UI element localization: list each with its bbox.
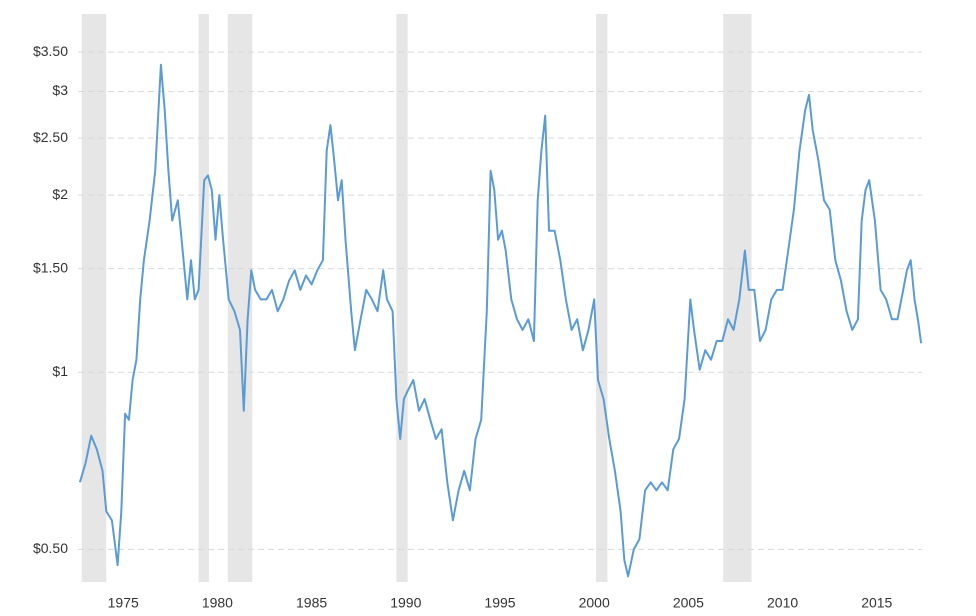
x-tick-label: 1990: [390, 595, 421, 611]
x-tick-label: 1985: [296, 595, 327, 611]
recession-band: [227, 14, 253, 582]
x-tick-label: 1995: [484, 595, 515, 611]
recession-band: [396, 14, 408, 582]
x-tick-label: 1980: [202, 595, 233, 611]
x-tick-label: 2000: [579, 595, 610, 611]
y-tick-label: $1: [52, 363, 68, 379]
recession-band: [198, 14, 209, 582]
y-tick-label: $0.50: [33, 540, 68, 556]
price-line: [78, 63, 923, 578]
x-tick-label: 1975: [108, 595, 139, 611]
y-tick-label: $1.50: [33, 259, 68, 275]
x-tick-label: 2010: [767, 595, 798, 611]
recession-band: [723, 14, 752, 582]
x-tick-label: 2005: [673, 595, 704, 611]
y-tick-label: $2.50: [33, 129, 68, 145]
y-tick-label: $3: [52, 82, 68, 98]
recession-band: [596, 14, 608, 582]
x-tick-label: 2015: [861, 595, 892, 611]
y-tick-label: $3.50: [33, 43, 68, 59]
y-tick-label: $2: [52, 186, 68, 202]
recession-band: [81, 14, 107, 582]
